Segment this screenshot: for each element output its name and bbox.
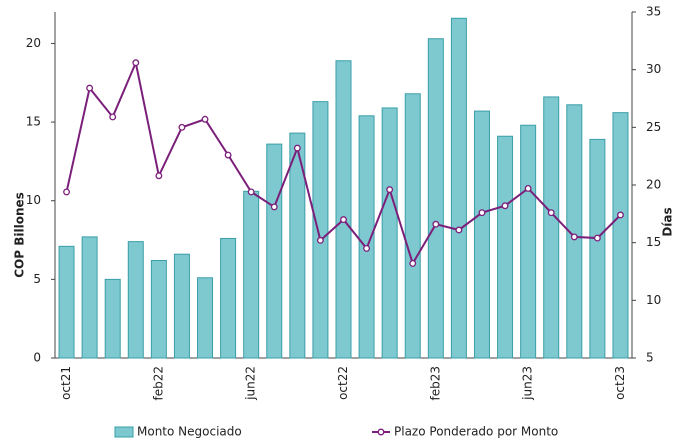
- y-tick-label: 20: [26, 36, 41, 50]
- line-marker: [109, 113, 117, 121]
- bar: [58, 245, 75, 359]
- legend-swatch: [114, 426, 134, 438]
- bar: [127, 241, 144, 359]
- y-axis-title: COP Billones: [13, 192, 27, 278]
- bar: [104, 278, 121, 359]
- y2-tick-label: 10: [646, 293, 661, 307]
- bar: [220, 237, 237, 359]
- bar: [358, 115, 375, 359]
- line-marker: [63, 188, 70, 196]
- bar: [197, 277, 214, 359]
- line-marker: [293, 144, 301, 152]
- y2-tick-label: 35: [646, 5, 661, 19]
- y2-tick-label: 25: [646, 120, 661, 134]
- line-marker: [455, 226, 463, 234]
- y-tick-label: 0: [33, 351, 41, 365]
- x-tick-label: oct22: [336, 366, 350, 400]
- y-tick-label: 5: [33, 272, 41, 286]
- bar: [612, 112, 629, 359]
- x-tick-label: oct21: [59, 366, 73, 400]
- bar: [589, 138, 606, 359]
- legend-label: Monto Negociado: [137, 425, 242, 439]
- line-marker: [593, 234, 601, 242]
- line-marker: [132, 59, 140, 67]
- y-tick-label: 15: [26, 115, 41, 129]
- bar: [173, 253, 190, 359]
- line-marker: [201, 115, 209, 123]
- x-tick-label: feb22: [151, 366, 165, 401]
- line-marker: [178, 123, 186, 131]
- x-tick-label: oct23: [613, 366, 627, 400]
- line-marker: [617, 211, 624, 219]
- bar: [450, 17, 467, 359]
- y2-tick-label: 15: [646, 235, 661, 249]
- line-marker: [547, 209, 555, 217]
- y2-axis-title: Días: [661, 207, 675, 236]
- line-marker: [570, 233, 578, 241]
- legend-swatch: [377, 428, 385, 436]
- legend-label: Plazo Ponderado por Monto: [394, 425, 558, 439]
- line-marker: [386, 186, 394, 194]
- bar: [312, 101, 329, 359]
- bar: [381, 107, 398, 359]
- line-marker: [155, 172, 163, 180]
- x-tick-label: jun22: [244, 366, 258, 401]
- line-marker: [247, 188, 255, 196]
- bar: [81, 236, 98, 359]
- bar: [150, 259, 167, 359]
- line-marker: [409, 259, 417, 267]
- line-marker: [316, 236, 324, 244]
- x-tick-label: feb23: [428, 366, 442, 401]
- y2-tick-label: 30: [646, 62, 661, 76]
- line-marker: [524, 185, 532, 192]
- bar: [289, 132, 306, 359]
- line-marker: [86, 84, 94, 92]
- line-marker: [363, 244, 371, 252]
- line-marker: [224, 151, 232, 159]
- bar: [520, 124, 537, 359]
- bar: [243, 190, 260, 359]
- y2-tick-label: 5: [646, 351, 654, 365]
- bar: [473, 110, 490, 359]
- line-marker: [432, 220, 440, 228]
- bar: [543, 96, 560, 359]
- y-tick-label: 10: [26, 193, 41, 207]
- bar: [427, 38, 444, 359]
- bar: [335, 60, 352, 359]
- line-marker: [270, 203, 278, 211]
- line-marker: [501, 202, 509, 210]
- line-marker: [340, 216, 347, 224]
- line-marker: [478, 209, 486, 217]
- bar: [566, 104, 583, 359]
- bar: [497, 135, 514, 359]
- y2-tick-label: 20: [646, 178, 661, 192]
- bar: [404, 93, 421, 359]
- bar: [266, 143, 283, 359]
- x-tick-label: jun23: [521, 366, 535, 401]
